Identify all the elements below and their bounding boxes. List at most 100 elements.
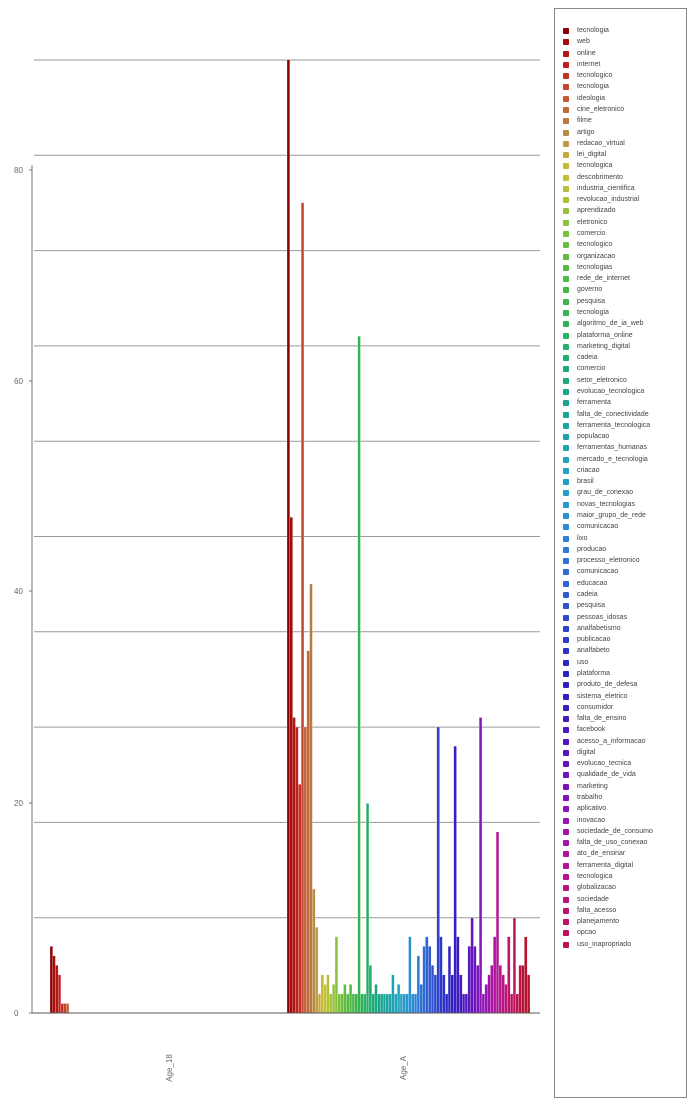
legend-label: brasil xyxy=(577,478,594,486)
x-tick-label: Age_A xyxy=(399,1055,408,1080)
legend-label: rede_de_internet xyxy=(577,275,630,283)
legend-swatch xyxy=(563,941,569,948)
bar xyxy=(63,1003,67,1014)
y-tick-label: 20 xyxy=(14,799,23,808)
bar xyxy=(286,59,290,1014)
bar xyxy=(391,974,395,1014)
legend-label: educacao xyxy=(577,579,608,587)
legend-swatch xyxy=(563,716,569,723)
legend-swatch xyxy=(563,761,569,768)
bar xyxy=(377,993,381,1014)
legend-label: analfabeto xyxy=(577,647,610,655)
bar xyxy=(512,917,517,1014)
legend-swatch xyxy=(563,603,569,610)
legend-swatch xyxy=(563,208,569,215)
legend-swatch xyxy=(563,140,569,147)
legend-label: evolucao_tecnologica xyxy=(577,387,645,395)
legend-label: evolucao_tecnica xyxy=(577,760,632,768)
bar xyxy=(340,993,344,1014)
bar xyxy=(524,936,528,1014)
legend-swatch xyxy=(563,28,569,34)
bar xyxy=(360,993,364,1014)
legend-label: produto_de_defesa xyxy=(577,681,638,689)
legend-swatch xyxy=(563,197,569,204)
bar xyxy=(309,583,313,1014)
legend-swatch xyxy=(563,704,569,711)
legend-label: marketing_digital xyxy=(577,342,630,350)
legend-label: consumidor xyxy=(577,703,614,711)
legend-swatch xyxy=(563,422,569,429)
bar xyxy=(326,974,330,1014)
legend-swatch xyxy=(563,513,569,520)
bar xyxy=(312,888,316,1014)
bar xyxy=(467,946,471,1014)
bar xyxy=(507,936,511,1014)
bar xyxy=(58,974,61,1014)
bar xyxy=(349,984,353,1014)
bar xyxy=(428,946,432,1014)
bar xyxy=(527,974,531,1014)
legend-swatch xyxy=(563,106,569,113)
legend-swatch xyxy=(563,219,569,226)
legend-swatch xyxy=(563,817,569,824)
bar xyxy=(385,993,389,1014)
legend-label: processo_eletronico xyxy=(577,557,640,565)
y-tick-label: 60 xyxy=(14,377,23,386)
legend-swatch xyxy=(563,885,569,892)
legend-swatch xyxy=(563,332,569,339)
legend-label: tecnologico xyxy=(577,72,613,80)
legend-swatch xyxy=(563,659,569,666)
legend-label: redacao_virtual xyxy=(577,139,625,147)
legend-label: uso xyxy=(577,658,589,666)
bar xyxy=(52,955,56,1014)
legend-label: aprendizado xyxy=(577,207,616,215)
bar xyxy=(504,984,508,1014)
legend-label: ato_de_ensinar xyxy=(577,850,626,858)
bar xyxy=(459,974,463,1014)
bar xyxy=(380,993,384,1014)
legend-swatch xyxy=(563,129,569,136)
legend-label: plataforma_online xyxy=(577,331,633,339)
legend-swatch xyxy=(563,625,569,632)
legend-swatch xyxy=(563,806,569,813)
legend-label: inovacao xyxy=(577,816,606,824)
bar xyxy=(351,993,355,1014)
legend-swatch xyxy=(563,693,569,700)
legend-label: planejamento xyxy=(577,918,620,926)
legend-swatch xyxy=(563,490,569,497)
legend-label: globalizacao xyxy=(577,884,616,892)
legend-swatch xyxy=(563,73,569,80)
legend-label: analfabetismo xyxy=(577,624,621,632)
legend-label: populacao xyxy=(577,433,610,441)
legend-swatch xyxy=(563,163,569,170)
bar xyxy=(445,993,449,1014)
legend-label: pessoas_idosas xyxy=(577,613,628,621)
legend-swatch xyxy=(563,95,569,102)
legend-label: ideologia xyxy=(577,94,606,102)
legend-swatch xyxy=(563,479,569,486)
legend-label: trabalho xyxy=(577,794,603,802)
bar xyxy=(289,517,293,1014)
bar xyxy=(320,974,324,1014)
legend-swatch xyxy=(563,648,569,655)
bar xyxy=(337,993,341,1014)
legend-swatch xyxy=(563,919,569,926)
legend-swatch xyxy=(563,840,569,847)
legend-swatch xyxy=(563,174,569,181)
legend-label: publicacao xyxy=(577,636,611,644)
bar xyxy=(315,927,319,1014)
legend-label: tecnologica xyxy=(577,873,613,880)
bar xyxy=(343,984,347,1014)
bar xyxy=(405,993,409,1014)
bar xyxy=(292,717,296,1014)
legend-swatch xyxy=(563,276,569,283)
legend-swatch xyxy=(563,39,569,46)
legend-swatch xyxy=(563,388,569,395)
legend-label: falta_de_conectividade xyxy=(577,410,649,418)
legend-label: producao xyxy=(577,545,607,553)
legend-label: tecnologia xyxy=(577,309,609,316)
legend-swatch xyxy=(563,569,569,576)
bar xyxy=(346,993,350,1014)
legend-label: filme xyxy=(577,117,592,125)
legend-swatch xyxy=(563,874,569,880)
